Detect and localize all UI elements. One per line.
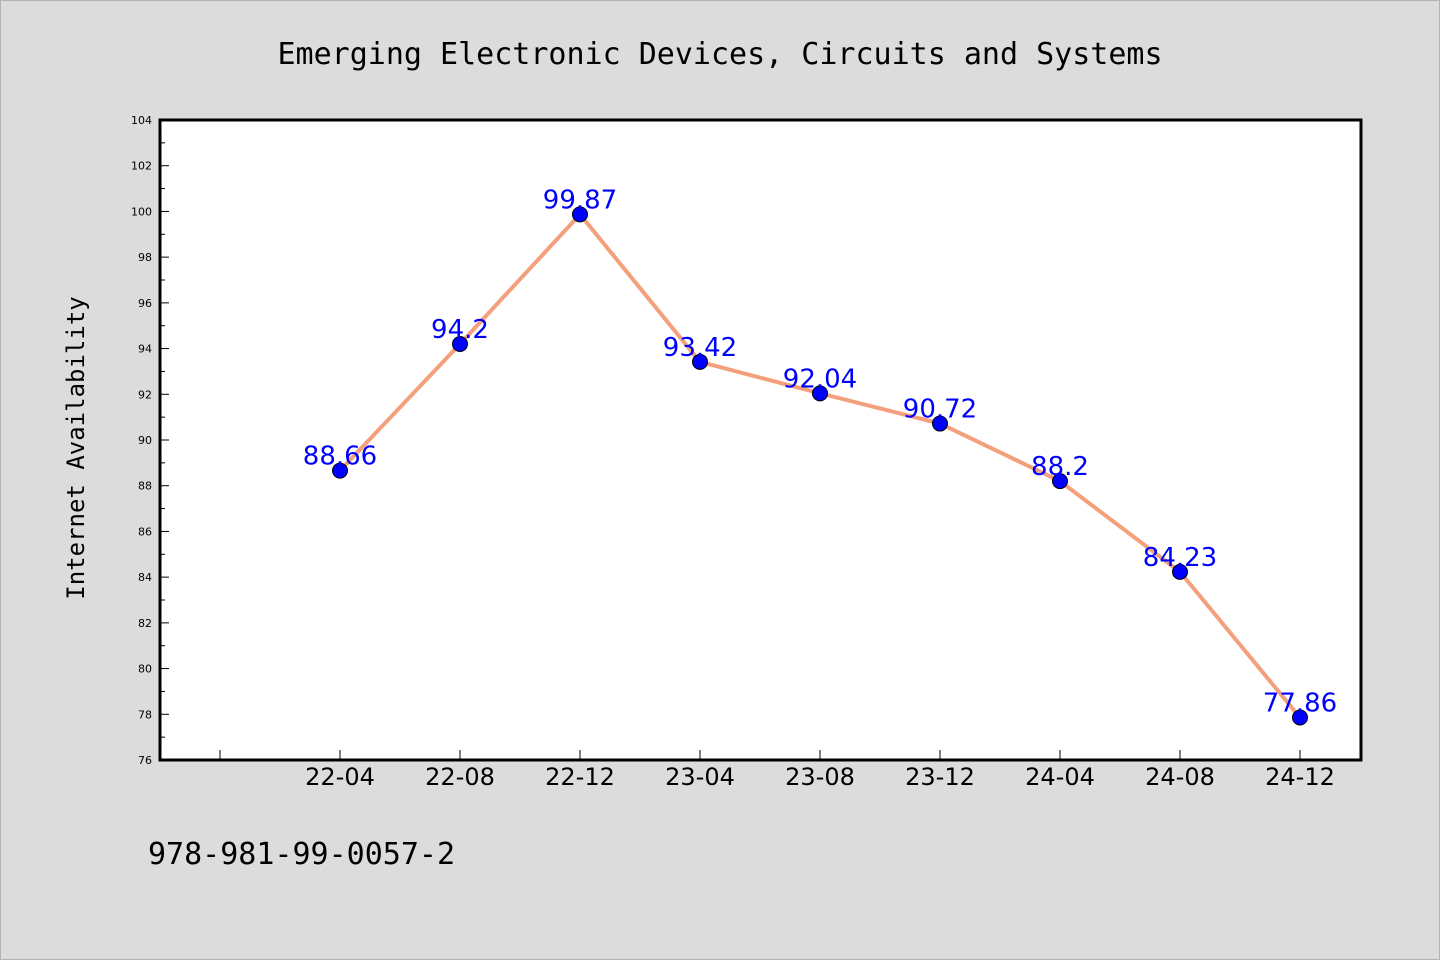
data-point — [1172, 563, 1188, 580]
x-tick-label: 22-12 — [545, 763, 615, 791]
y-tick-label: 100 — [131, 205, 152, 218]
x-tick-label: 22-08 — [425, 763, 495, 791]
data-label: 90.72 — [903, 395, 977, 425]
y-tick-label: 82 — [138, 617, 152, 630]
series-line-group: 88.66 94.2 99.87 93.42 92.04 90.72 88.2 84.23 77… — [303, 185, 1337, 726]
x-tick-label: 23-08 — [785, 763, 855, 791]
y-tick-label: 84 — [138, 571, 152, 584]
y-tick-label: 96 — [138, 297, 152, 310]
data-label: 88.2 — [1031, 452, 1089, 482]
y-tick-label: 86 — [138, 525, 152, 538]
data-point — [932, 415, 948, 432]
data-point — [692, 353, 708, 370]
y-tick-label: 90 — [138, 434, 152, 447]
plot-area — [158, 118, 1363, 762]
y-tick-label: 92 — [138, 388, 152, 401]
y-tick-label: 80 — [138, 663, 152, 676]
data-point — [1292, 709, 1308, 726]
y-tick-label: 104 — [131, 114, 152, 127]
data-label: 92.04 — [783, 364, 857, 394]
y-tick-label: 76 — [138, 754, 152, 767]
x-tick-label: 22-04 — [305, 763, 375, 791]
x-tick-label: 23-12 — [905, 763, 975, 791]
data-label: 93.42 — [663, 333, 737, 363]
y-tick-label: 102 — [131, 160, 152, 173]
data-label: 99.87 — [543, 185, 617, 215]
y-tick-label: 94 — [138, 343, 152, 356]
x-tick-label: 24-12 — [1265, 763, 1335, 791]
data-point — [332, 462, 348, 479]
x-tick-label: 23-04 — [665, 763, 735, 791]
data-point — [572, 206, 588, 223]
x-axis: 22-04 22-08 22-12 23-04 23-08 23-12 24-04 24-08… — [219, 750, 1335, 791]
y-tick-label: 78 — [138, 708, 152, 721]
data-label: 94.2 — [431, 315, 489, 345]
y-axis-label: Internet Availability — [62, 296, 90, 599]
chart-title: Emerging Electronic Devices, Circuits an… — [277, 37, 1162, 72]
data-point — [452, 336, 468, 352]
y-axis: 76 78 80 82 84 86 88 90 92 94 96 98 100 102 104 — [131, 114, 169, 767]
x-tick-label: 24-04 — [1025, 763, 1095, 791]
data-label: 77.86 — [1263, 688, 1337, 718]
data-point — [1052, 473, 1068, 490]
data-label: 88.66 — [303, 442, 377, 472]
y-tick-label: 98 — [138, 251, 152, 264]
x-tick-label: 24-08 — [1145, 763, 1215, 791]
data-label: 84.23 — [1143, 543, 1217, 573]
isbn-text: 978-981-99-0057-2 — [148, 837, 455, 872]
data-point — [812, 385, 828, 402]
y-tick-label: 88 — [138, 480, 152, 493]
